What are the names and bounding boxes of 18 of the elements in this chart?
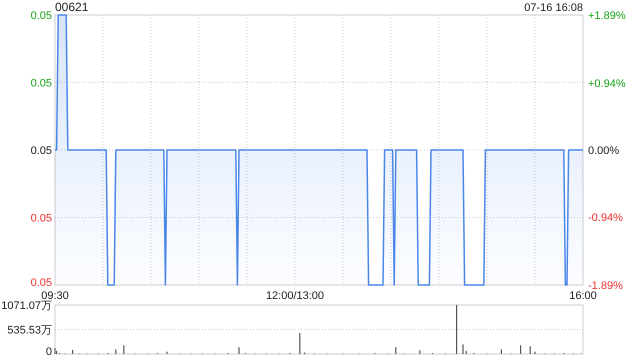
y2-tick-label: -1.89%: [588, 280, 624, 292]
y-tick-label: 1071.07万: [1, 300, 52, 312]
y2-tick-label: -0.94%: [588, 212, 624, 224]
y-tick-label: 535.53万: [7, 324, 52, 336]
y-tick-label: 0: [46, 346, 52, 358]
y2-tick-label: +1.89%: [588, 10, 626, 22]
x-tick-label: 12:00/13:00: [266, 290, 324, 302]
y-tick-label: 0.05: [30, 78, 52, 90]
y-tick-label: 0.05: [30, 10, 52, 22]
y-tick-label: 0.05: [30, 277, 52, 289]
text: 07-16 16:08: [524, 2, 583, 14]
chart-title: 00621: [55, 0, 89, 14]
x-tick-label: 09:30: [41, 290, 69, 302]
y2-tick-label: 0.00%: [588, 145, 620, 157]
y-tick-label: 0.05: [30, 212, 52, 224]
y-tick-label: 0.05: [30, 145, 52, 157]
x-tick-label: 16:00: [569, 290, 597, 302]
y2-tick-label: +0.94%: [588, 78, 626, 90]
